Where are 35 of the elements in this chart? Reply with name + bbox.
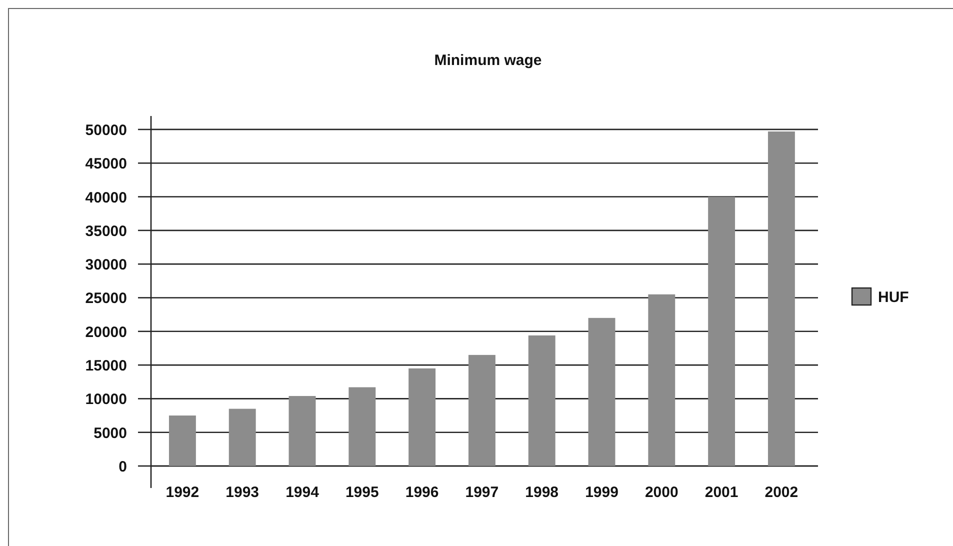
- x-tick-label: 1998: [525, 484, 559, 501]
- bar: [588, 318, 616, 466]
- x-tick-label: 1999: [585, 484, 618, 501]
- y-tick-label: 50000: [85, 122, 127, 139]
- y-tick-label: 15000: [85, 358, 127, 375]
- x-tick-label: 2002: [764, 484, 798, 501]
- x-tick-label: 1997: [465, 484, 499, 501]
- y-tick-label: 35000: [85, 222, 127, 240]
- x-tick-label: 2001: [704, 484, 738, 501]
- y-tick-label: 0: [118, 458, 127, 476]
- x-tick-label: 1996: [405, 484, 439, 501]
- bar: [348, 387, 376, 466]
- x-tick-label: 1992: [166, 484, 200, 501]
- y-tick-label: 45000: [85, 156, 127, 173]
- x-tick-label: 1994: [286, 484, 320, 501]
- bar: [168, 416, 196, 466]
- legend-label: HUF: [878, 289, 909, 306]
- y-tick-label: 30000: [85, 256, 127, 274]
- bar: [528, 335, 556, 466]
- y-tick-label: 10000: [85, 391, 127, 408]
- bar: [708, 196, 736, 466]
- bar: [768, 131, 795, 466]
- bar: [288, 396, 316, 466]
- y-tick-label: 25000: [85, 290, 127, 308]
- bar: [468, 354, 496, 466]
- y-tick-label: 40000: [85, 189, 127, 206]
- chart-title: Minimum wage: [434, 52, 542, 69]
- x-tick-label: 1995: [345, 484, 379, 501]
- bar: [408, 368, 436, 466]
- y-tick-label: 20000: [85, 324, 127, 341]
- bar: [648, 294, 676, 466]
- x-tick-label: 2000: [644, 484, 678, 501]
- y-tick-label: 5000: [94, 424, 127, 442]
- x-tick-label: 1993: [226, 484, 260, 501]
- bar: [228, 408, 256, 466]
